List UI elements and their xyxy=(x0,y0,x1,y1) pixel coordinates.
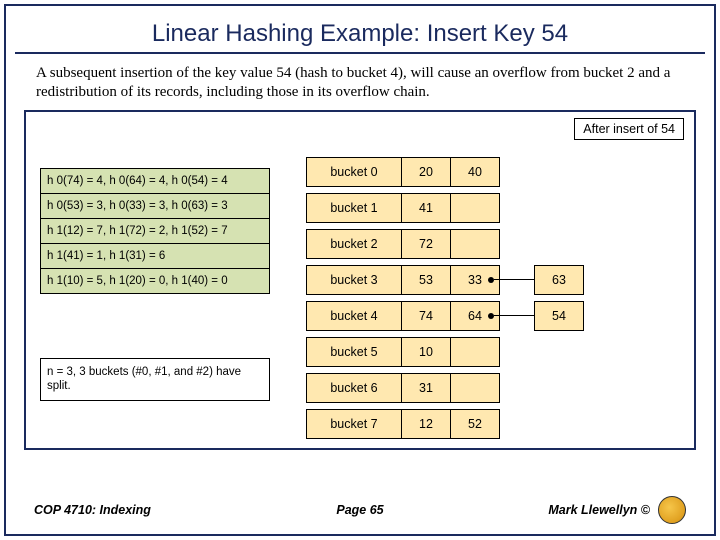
footer-page: Page 65 xyxy=(251,503,468,517)
overflow-cell: 54 xyxy=(534,301,584,331)
bucket-cell xyxy=(450,373,500,403)
hash-row: h 0(53) = 3, h 0(33) = 3, h 0(63) = 3 xyxy=(41,194,269,219)
bucket-cell xyxy=(450,229,500,259)
bucket-label: bucket 5 xyxy=(306,337,402,367)
split-note: n = 3, 3 buckets (#0, #1, and #2) have s… xyxy=(40,358,270,402)
bucket-label: bucket 0 xyxy=(306,157,402,187)
bucket-label: bucket 7 xyxy=(306,409,402,439)
slide-title: Linear Hashing Example: Insert Key 54 xyxy=(6,20,714,48)
overflow-link-dot-icon xyxy=(488,313,494,319)
hash-function-table: h 0(74) = 4, h 0(64) = 4, h 0(54) = 4 h … xyxy=(40,168,270,294)
hash-row: h 1(41) = 1, h 1(31) = 6 xyxy=(41,244,269,269)
footer-course: COP 4710: Indexing xyxy=(34,503,251,517)
overflow-link-line xyxy=(494,279,534,280)
bucket-cell: 52 xyxy=(450,409,500,439)
bucket-label: bucket 2 xyxy=(306,229,402,259)
table-row: bucket 510 xyxy=(306,334,584,370)
overflow-link-dot-icon xyxy=(488,277,494,283)
university-logo-icon xyxy=(658,496,686,524)
bucket-cell: 74 xyxy=(401,301,451,331)
hash-row: h 0(74) = 4, h 0(64) = 4, h 0(54) = 4 xyxy=(41,169,269,194)
title-underline xyxy=(15,52,705,54)
table-row: bucket 141 xyxy=(306,190,584,226)
hash-row: h 1(10) = 5, h 1(20) = 0, h 1(40) = 0 xyxy=(41,269,269,293)
bucket-cell: 31 xyxy=(401,373,451,403)
table-row: bucket 272 xyxy=(306,226,584,262)
bucket-table: bucket 02040bucket 141bucket 272bucket 3… xyxy=(306,154,584,442)
intro-text: A subsequent insertion of the key value … xyxy=(36,64,684,102)
table-row: bucket 71252 xyxy=(306,406,584,442)
overflow-cell: 63 xyxy=(534,265,584,295)
bucket-cell: 20 xyxy=(401,157,451,187)
overflow-link-line xyxy=(494,315,534,316)
slide-footer: COP 4710: Indexing Page 65 Mark Llewelly… xyxy=(6,496,714,524)
bucket-cell: 10 xyxy=(401,337,451,367)
bucket-cell xyxy=(450,193,500,223)
table-row: bucket 631 xyxy=(306,370,584,406)
after-insert-badge: After insert of 54 xyxy=(574,118,684,140)
hash-row: h 1(12) = 7, h 1(72) = 2, h 1(52) = 7 xyxy=(41,219,269,244)
bucket-cell: 53 xyxy=(401,265,451,295)
bucket-label: bucket 3 xyxy=(306,265,402,295)
footer-author-wrap: Mark Llewellyn © xyxy=(469,496,686,524)
slide-frame: Linear Hashing Example: Insert Key 54 A … xyxy=(4,4,716,536)
bucket-label: bucket 4 xyxy=(306,301,402,331)
bucket-cell xyxy=(450,337,500,367)
footer-author: Mark Llewellyn © xyxy=(548,503,650,517)
table-row: bucket 4746454 xyxy=(306,298,584,334)
bucket-cell: 12 xyxy=(401,409,451,439)
table-row: bucket 3533363 xyxy=(306,262,584,298)
table-row: bucket 02040 xyxy=(306,154,584,190)
bucket-label: bucket 6 xyxy=(306,373,402,403)
bucket-cell: 40 xyxy=(450,157,500,187)
bucket-cell: 72 xyxy=(401,229,451,259)
bucket-label: bucket 1 xyxy=(306,193,402,223)
bucket-cell: 41 xyxy=(401,193,451,223)
diagram-frame: After insert of 54 h 0(74) = 4, h 0(64) … xyxy=(24,110,696,450)
